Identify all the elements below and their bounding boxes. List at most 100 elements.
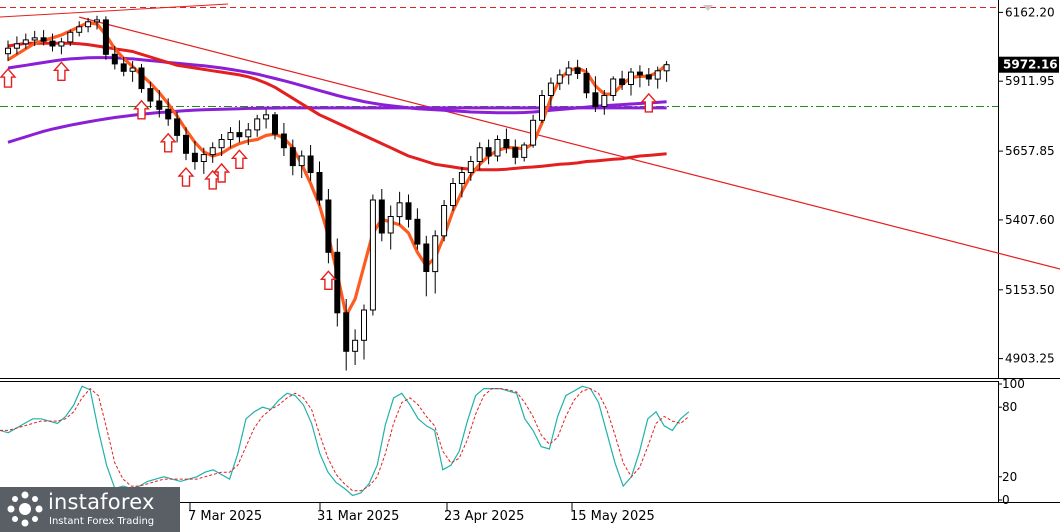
bull-candle-body	[31, 37, 38, 41]
bear-candle-body	[165, 108, 172, 120]
bull-candle-body	[263, 114, 270, 120]
candle	[227, 127, 234, 148]
bull-candle-body	[245, 129, 252, 138]
bear-candle-body	[174, 118, 181, 136]
candle	[654, 66, 661, 89]
bull-candle-body	[361, 309, 367, 341]
candle	[547, 77, 554, 107]
candle	[352, 329, 359, 365]
bear-candle-body	[378, 199, 385, 234]
trend-line	[79, 16, 1060, 270]
candle	[628, 68, 634, 96]
last-price-box	[999, 56, 1059, 73]
bear-candle-body	[645, 74, 652, 80]
bull-candle-body	[67, 31, 74, 43]
stoch-tick-label: 0	[1002, 493, 1010, 507]
candle	[289, 139, 296, 176]
up-arrow-icon	[177, 167, 195, 187]
bear-candle-body	[191, 152, 198, 163]
bear-candle-body	[138, 67, 145, 90]
candle	[458, 167, 465, 198]
time-label: 7 Mar 2025	[188, 509, 262, 524]
candle	[120, 57, 127, 77]
candle	[31, 30, 38, 46]
bull-candle-body	[628, 71, 634, 85]
bear-candle-body	[316, 172, 323, 201]
price-tick-label: 4903.25	[1005, 352, 1055, 366]
bear-candle-body	[120, 63, 127, 72]
bear-candle-body	[156, 100, 163, 110]
up-arrow-icon	[0, 68, 17, 88]
candle	[334, 238, 341, 327]
bull-candle-body	[209, 147, 216, 156]
candle	[601, 90, 608, 115]
bear-candle-body	[272, 114, 278, 135]
up-arrow-icon	[319, 270, 337, 290]
slow-ma-line	[7, 56, 667, 115]
bear-candle-body	[636, 71, 643, 76]
candle	[645, 68, 652, 86]
last-price-label: 5972.16	[1003, 58, 1058, 72]
candle	[76, 21, 83, 37]
bull-candle-body	[432, 235, 439, 273]
candle	[592, 76, 599, 112]
bull-candle-body	[13, 43, 20, 49]
candle	[663, 61, 670, 82]
bull-candle-body	[129, 67, 136, 72]
candle	[574, 59, 581, 79]
candle	[67, 29, 74, 46]
candle	[191, 140, 198, 170]
candle	[129, 61, 136, 82]
bull-candle-body	[565, 67, 572, 76]
bear-candle-body	[583, 73, 590, 94]
bull-candle-body	[387, 216, 394, 234]
time-label: 23 Apr 2025	[444, 509, 524, 524]
stoch-tick-label: 20	[1002, 470, 1017, 484]
bull-candle-body	[200, 154, 207, 163]
candle	[183, 127, 189, 161]
candle	[236, 120, 243, 143]
candle	[414, 208, 421, 250]
candle	[441, 200, 448, 242]
bear-candle-body	[183, 134, 189, 154]
candle	[40, 30, 47, 46]
bull-candle-body	[530, 119, 537, 146]
candle	[307, 145, 314, 181]
bull-candle-body	[254, 118, 261, 131]
signal-arrows	[0, 61, 658, 290]
bull-candle-body	[352, 339, 359, 352]
scroll-marker-icon[interactable]	[703, 5, 713, 11]
candle	[432, 230, 439, 294]
bull-candle-body	[94, 19, 100, 23]
candle	[503, 128, 510, 154]
bull-candle-body	[521, 144, 528, 158]
candle	[280, 123, 287, 156]
candle	[165, 98, 172, 126]
candlesticks	[5, 15, 670, 371]
bull-candle-body	[441, 205, 448, 237]
up-arrow-icon	[213, 162, 231, 183]
candle	[343, 299, 350, 371]
bull-candle-body	[85, 21, 92, 28]
logo-name: instaforex	[48, 490, 155, 514]
up-arrow-icon	[159, 132, 177, 153]
stoch-tick-label: 100	[1002, 377, 1025, 391]
candle	[610, 76, 617, 101]
price-tick-label: 5407.60	[1005, 213, 1055, 227]
bear-candle-body	[343, 312, 350, 352]
candle	[218, 134, 225, 156]
price-tick-label: 6162.20	[1005, 5, 1055, 19]
bull-candle-body	[298, 155, 305, 167]
bull-candle-body	[476, 147, 483, 162]
candle	[423, 235, 430, 297]
bear-candle-body	[111, 53, 118, 65]
bull-candle-body	[396, 202, 403, 218]
bear-candle-body	[325, 199, 332, 253]
bear-candle-body	[619, 78, 626, 85]
time-label: 15 May 2025	[570, 509, 655, 524]
bull-candle-body	[458, 172, 465, 184]
stoch-main-line	[0, 385, 690, 497]
candle	[450, 178, 456, 211]
trend-line-group	[0, 3, 1060, 270]
